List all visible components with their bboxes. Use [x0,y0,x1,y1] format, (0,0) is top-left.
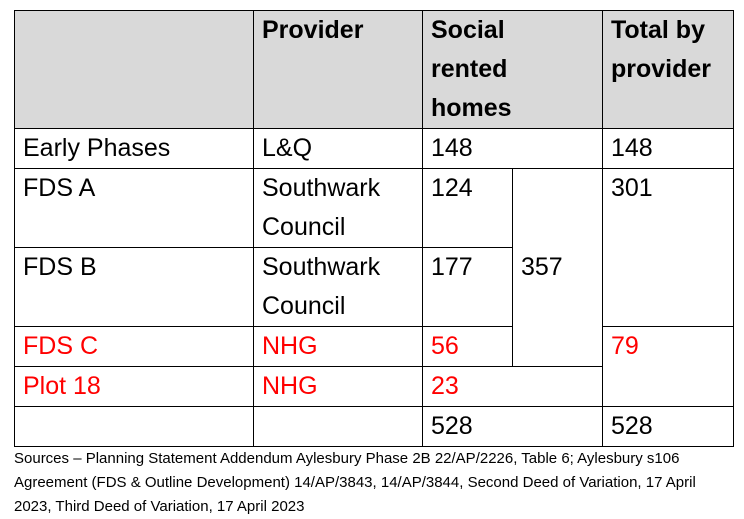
homes-cell: 124 [422,168,513,248]
provider-line2: Council [262,213,346,241]
homes-cell: 56 [422,326,513,367]
homes-cell: 148 [422,128,603,169]
provider-cell: Southwark Council [253,247,423,327]
header-total-line2: provider [611,55,712,83]
provider-line2: Council [262,292,346,320]
provider-cell: L&Q [253,128,423,169]
site-cell: Plot 18 [14,366,254,407]
empty-cell [14,406,254,447]
site-cell: FDS A [14,168,254,248]
header-total-by-provider: Total by provider [602,10,734,129]
header-social-line1: Social [431,16,505,44]
provider-total-cell: 528 [602,406,734,447]
total-cell: 148 [602,128,734,169]
site-cell: FDS C [14,326,254,367]
header-social-line2: rented [431,55,508,83]
header-site-cell [14,10,254,129]
provider-cell: Southwark Council [253,168,423,248]
table-row: FDS A Southwark Council 124 357 301 [14,168,734,367]
totals-row: 528 528 [14,406,734,447]
combined-homes-cell: 357 [512,168,603,367]
table-row: FDS B Southwark Council 177 [14,247,734,327]
header-total-line1: Total by [611,16,705,44]
site-cell: Early Phases [14,128,254,169]
site-cell: FDS B [14,247,254,327]
table-row: Early Phases L&Q 148 148 [14,128,734,169]
table-row: Plot 18 NHG 23 [14,366,734,407]
total-cell: 301 [602,168,734,327]
total-cell: 79 [602,326,734,407]
provider-line1: Southwark [262,253,381,281]
sources-note: Sources – Planning Statement Addendum Ay… [14,450,696,515]
empty-cell [253,406,423,447]
header-provider: Provider [253,10,423,129]
provider-cell: NHG [253,366,423,407]
homes-total-cell: 528 [422,406,603,447]
social-rented-homes-table: Provider Social rented homes Total by provi… [14,10,734,447]
header-social-rented-homes: Social rented homes [422,10,603,129]
homes-cell: 23 [422,366,603,407]
header-social-line3: homes [431,94,512,122]
table-row: FDS C NHG 56 79 [14,326,734,407]
header-row: Provider Social rented homes Total by provi… [14,10,734,129]
provider-cell: NHG [253,326,423,367]
homes-cell: 177 [422,247,513,327]
provider-line1: Southwark [262,174,381,202]
